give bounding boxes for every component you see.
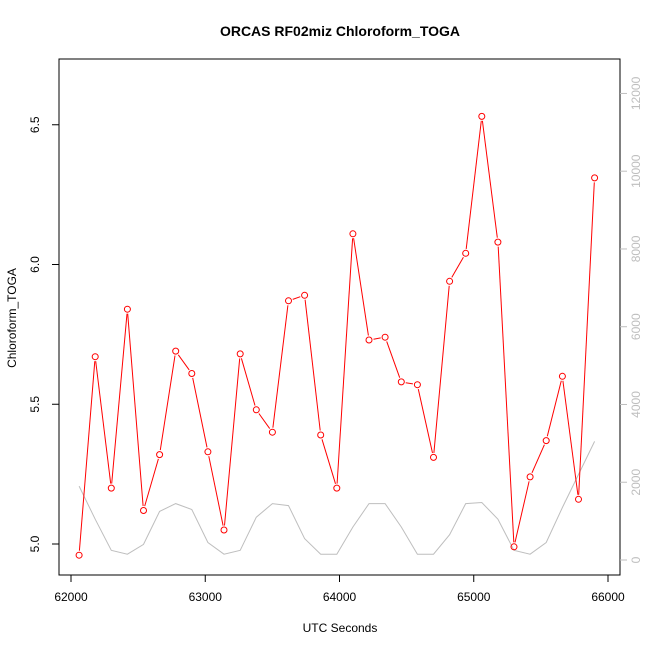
data-point (172, 347, 180, 355)
series-segment (111, 313, 128, 484)
series-segment (578, 182, 595, 495)
data-point (268, 428, 276, 436)
data-point (381, 333, 389, 341)
y2-tick-label: 12000 (629, 76, 643, 110)
data-point (413, 381, 421, 389)
x-tick-label: 62000 (54, 590, 88, 604)
data-point (575, 495, 582, 503)
data-point (301, 291, 309, 299)
y-tick-label: 6.0 (28, 256, 42, 273)
data-point (446, 277, 454, 285)
data-point (204, 448, 212, 456)
series-segment (336, 238, 354, 484)
data-point (91, 353, 99, 361)
y-axis-right: 0 2000 4000 6000 8000 10000 12000 (620, 76, 643, 563)
data-point (510, 543, 518, 551)
data-point (430, 453, 437, 461)
data-point (462, 249, 470, 257)
data-point (317, 431, 325, 439)
data-point (156, 451, 164, 459)
series-segment (304, 299, 321, 431)
series-segment (159, 355, 176, 451)
y2-tick-label: 4000 (629, 391, 643, 418)
data-point (542, 437, 550, 445)
x-tick-label: 66000 (591, 590, 625, 604)
series-segment (177, 354, 190, 371)
series-segment (272, 305, 289, 428)
data-point (365, 336, 373, 344)
series-segment (497, 246, 515, 543)
series-segment (386, 341, 401, 378)
x-axis-label: UTC Seconds (303, 621, 378, 635)
series-segment (292, 296, 301, 300)
y-tick-label: 5.5 (28, 396, 42, 413)
series-segment (127, 313, 144, 507)
y2-tick-label: 10000 (629, 154, 643, 188)
chart-title: ORCAS RF02miz Chloroform_TOGA (220, 23, 460, 39)
y2-tick-label: 6000 (629, 313, 643, 340)
y-tick-label: 6.5 (28, 116, 42, 133)
series-segment (78, 361, 96, 551)
y-tick-label: 5.0 (28, 535, 42, 552)
series-segment (240, 358, 256, 406)
series-segment (373, 337, 381, 340)
y2-tick-label: 0 (629, 556, 643, 563)
series-segment (481, 120, 498, 238)
series-segment (321, 439, 336, 484)
series-line-right (78, 441, 596, 555)
y-axis-label: Chloroform_TOGA (5, 268, 19, 368)
data-point (252, 406, 260, 414)
series-segment (224, 358, 241, 526)
data-point (220, 526, 228, 534)
x-axis: 62000 63000 64000 65000 66000 (54, 575, 625, 604)
data-point (285, 297, 292, 305)
data-point (397, 378, 405, 386)
series-segment (451, 256, 464, 278)
series-segment (531, 444, 545, 474)
data-point (526, 473, 534, 481)
series-segment (208, 456, 224, 526)
series-segment (417, 388, 433, 454)
series-segment (192, 377, 208, 448)
data-point (333, 484, 341, 492)
series-segment (433, 285, 450, 453)
series-segment (465, 120, 482, 249)
x-tick-label: 64000 (323, 590, 357, 604)
series-segment (144, 458, 159, 507)
data-point (349, 230, 357, 238)
data-point (558, 372, 566, 380)
series-segment (562, 380, 579, 495)
y2-tick-label: 2000 (629, 469, 643, 496)
data-point (188, 370, 196, 377)
data-point (140, 507, 147, 514)
series-segment (514, 481, 530, 543)
data-point (75, 551, 83, 559)
y2-tick-label: 8000 (629, 235, 643, 262)
y-axis-left: 5.0 5.5 6.0 6.5 (28, 116, 59, 552)
x-tick-label: 65000 (457, 590, 491, 604)
series-segment (546, 380, 562, 437)
series-segment (405, 382, 413, 385)
data-point (107, 484, 115, 492)
series-segment (258, 413, 271, 429)
series-layer (75, 112, 599, 559)
data-point (123, 305, 131, 313)
series-segment (95, 361, 112, 484)
data-point (478, 112, 486, 120)
x-tick-label: 63000 (189, 590, 223, 604)
data-point (236, 350, 244, 358)
data-point (494, 238, 502, 246)
data-point (591, 174, 599, 182)
series-segment (353, 238, 369, 336)
